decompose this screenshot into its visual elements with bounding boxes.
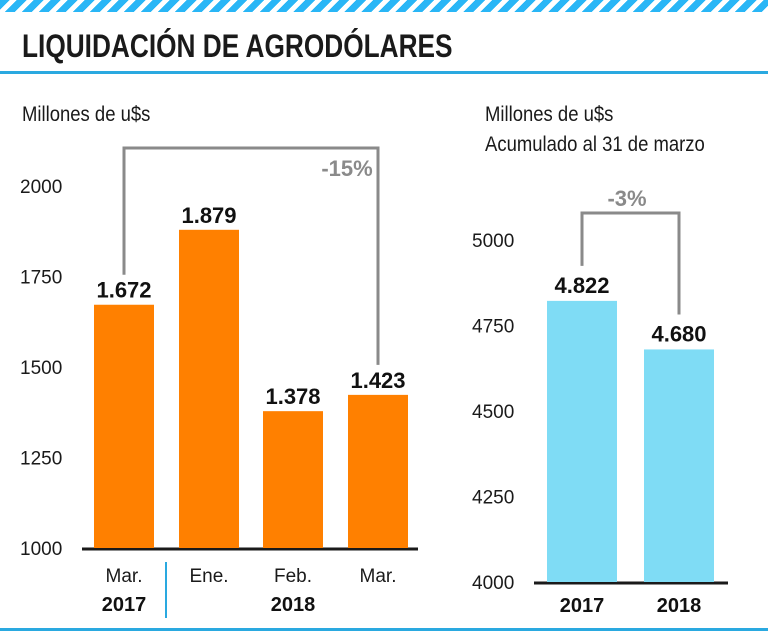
left-bar-value-label: 1.879: [181, 203, 236, 228]
left-y-tick-label: 1000: [20, 539, 62, 560]
left-y-tick-label: 1750: [20, 268, 62, 289]
left-x-category-label: Ene.: [189, 566, 228, 587]
right-x-category-label: 2017: [560, 595, 605, 617]
right-x-category-label: 2018: [657, 595, 702, 617]
left-bar-value-label: 1.672: [96, 278, 151, 303]
left-y-tick-label: 2000: [20, 177, 62, 198]
left-year-label: 2018: [271, 594, 316, 616]
left-bar-value-label: 1.378: [265, 384, 320, 409]
right-bar: [644, 349, 714, 582]
right-y-tick-label: 5000: [472, 231, 514, 252]
top-stripe-decoration: [0, 0, 768, 12]
right-bar: [547, 300, 617, 582]
right-y-tick-label: 4500: [472, 402, 514, 423]
left-bar: [348, 394, 408, 548]
page-title: LIQUIDACIÓN DE AGRODÓLARES: [22, 28, 453, 64]
left-bar-value-label: 1.423: [350, 368, 405, 393]
right-y-tick-label: 4250: [472, 488, 514, 509]
left-year-label: 2017: [102, 594, 147, 616]
right-y-tick-label: 4000: [472, 573, 514, 594]
right-change-annotation: -3%: [607, 186, 646, 211]
title-rule: [0, 71, 768, 74]
left-bar: [179, 229, 239, 548]
left-x-category-label: Mar.: [106, 566, 143, 587]
left-bar: [263, 411, 323, 548]
right-comparison-bracket: [580, 211, 681, 315]
right-chart-unit-label: Millones de u$s: [485, 103, 614, 126]
bottom-rule: [0, 628, 768, 631]
right-bar-value-label: 4.822: [554, 273, 609, 298]
right-chart-subtitle: Acumulado al 31 de marzo: [485, 133, 705, 156]
left-change-annotation: -15%: [321, 156, 372, 181]
left-y-tick-label: 1250: [20, 449, 62, 470]
left-chart-unit-label: Millones de u$s: [22, 103, 151, 126]
right-bar-value-label: 4.680: [651, 321, 706, 346]
right-y-tick-label: 4750: [472, 317, 514, 338]
left-x-category-label: Feb.: [274, 566, 312, 587]
left-comparison-bracket: [122, 146, 380, 365]
left-y-tick-label: 1500: [20, 358, 62, 379]
left-x-category-label: Mar.: [360, 566, 397, 587]
left-bar: [94, 304, 154, 548]
